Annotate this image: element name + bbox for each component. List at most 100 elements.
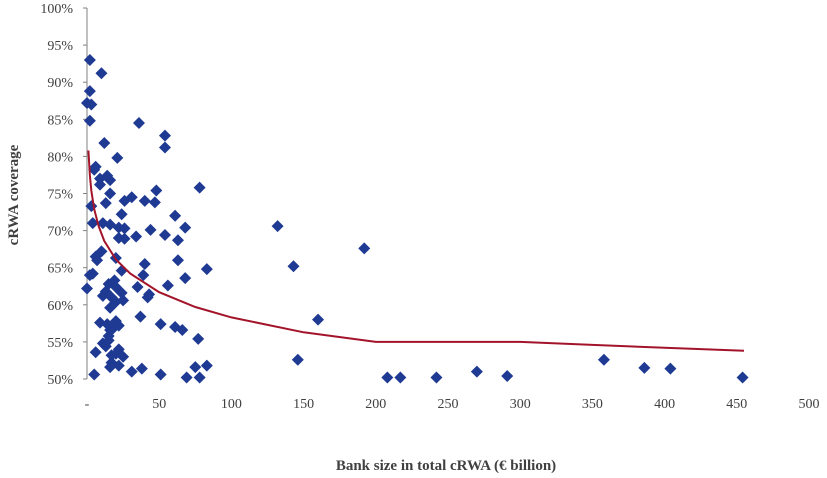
y-tick-label: 60%	[47, 299, 73, 314]
data-point	[664, 362, 677, 375]
data-point	[287, 260, 300, 273]
data-point	[91, 254, 104, 267]
y-tick-label: 70%	[47, 225, 73, 240]
data-point	[85, 98, 98, 111]
x-tick-label: 150	[293, 397, 314, 412]
data-point	[135, 362, 148, 375]
data-point	[88, 368, 101, 381]
data-point	[132, 117, 145, 130]
y-tick-label: 65%	[47, 262, 73, 277]
data-point	[104, 301, 117, 314]
data-point	[88, 163, 101, 176]
data-point	[115, 208, 128, 221]
data-point	[271, 220, 284, 233]
data-point	[89, 346, 102, 359]
data-point	[171, 254, 184, 267]
data-point	[148, 196, 161, 209]
y-axis: 50% 55% 60% 65% 70% 75% 80% 85% 90% 95% 100%	[40, 2, 88, 388]
data-point	[158, 129, 171, 142]
data-point	[83, 114, 96, 127]
y-tick-label: 50%	[47, 373, 73, 388]
data-point	[118, 232, 131, 245]
data-point	[117, 350, 130, 363]
data-point	[130, 230, 143, 243]
data-point	[179, 221, 192, 234]
data-point	[200, 263, 213, 276]
data-point	[154, 368, 167, 381]
data-point	[83, 269, 96, 282]
data-point	[501, 370, 514, 383]
data-point	[179, 272, 192, 285]
x-tick-label: -	[85, 397, 90, 412]
data-point	[81, 282, 93, 295]
data-point	[192, 332, 205, 345]
x-tick-label: 400	[654, 397, 675, 412]
data-point	[105, 349, 118, 362]
data-point	[180, 371, 193, 384]
data-point	[158, 229, 171, 242]
x-tick-label: 350	[582, 397, 603, 412]
data-point	[470, 365, 483, 378]
data-point	[141, 291, 154, 304]
y-tick-label: 75%	[47, 188, 73, 203]
data-points	[81, 53, 749, 384]
x-axis-title: Bank size in total cRWA (€ billion)	[336, 458, 556, 474]
data-point	[93, 178, 106, 191]
y-tick-label: 85%	[47, 113, 73, 128]
x-tick-label: 500	[799, 397, 820, 412]
x-tick-label: 100	[221, 397, 242, 412]
data-point	[86, 217, 99, 230]
data-point	[96, 289, 109, 302]
data-point	[381, 371, 394, 384]
data-point	[189, 361, 202, 374]
data-point	[111, 151, 124, 164]
data-point	[394, 371, 407, 384]
data-point	[597, 353, 610, 366]
x-tick-label: 250	[438, 397, 459, 412]
data-point	[99, 340, 112, 353]
data-point	[176, 324, 189, 337]
data-point	[138, 194, 151, 207]
data-point	[83, 85, 96, 98]
data-point	[144, 223, 157, 236]
y-tick-label: 95%	[47, 39, 73, 54]
y-tick-label: 80%	[47, 150, 73, 165]
data-point	[193, 181, 206, 194]
data-point	[430, 371, 443, 384]
data-point	[158, 141, 171, 154]
data-point	[169, 209, 182, 222]
data-point	[291, 353, 304, 366]
data-point	[104, 361, 117, 374]
data-point	[99, 197, 112, 210]
y-tick-label: 90%	[47, 76, 73, 91]
data-point	[358, 242, 371, 255]
x-tick-label: 50	[152, 397, 166, 412]
data-point	[312, 313, 325, 326]
data-point	[154, 318, 167, 331]
data-point	[161, 279, 174, 292]
data-point	[638, 361, 651, 374]
data-point	[736, 371, 749, 384]
data-point	[118, 194, 131, 207]
x-tick-label: 200	[365, 397, 386, 412]
x-axis: - 50 100 150 200 250 300 350 400 450 500	[85, 397, 820, 412]
x-tick-label: 300	[510, 397, 531, 412]
y-tick-label: 55%	[47, 336, 73, 351]
data-point	[112, 359, 125, 372]
data-point	[137, 269, 150, 282]
data-point	[98, 137, 111, 150]
data-point	[134, 310, 147, 323]
data-point	[200, 359, 213, 372]
y-tick-label: 100%	[40, 2, 73, 17]
data-point	[125, 365, 138, 378]
data-point	[83, 53, 96, 66]
data-point	[150, 184, 163, 197]
data-point	[131, 280, 144, 293]
data-point	[138, 257, 151, 270]
data-point	[95, 67, 108, 80]
data-point	[104, 174, 117, 187]
data-point	[171, 234, 184, 247]
y-axis-title: cRWA coverage	[6, 144, 22, 245]
trendline	[87, 150, 745, 352]
